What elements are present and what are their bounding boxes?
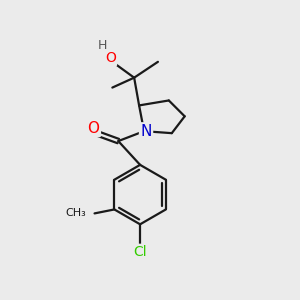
Text: Cl: Cl <box>133 245 147 259</box>
Text: O: O <box>88 121 100 136</box>
Text: O: O <box>105 51 116 65</box>
Text: H: H <box>98 40 107 52</box>
Text: CH₃: CH₃ <box>66 208 87 218</box>
Text: N: N <box>140 124 152 139</box>
